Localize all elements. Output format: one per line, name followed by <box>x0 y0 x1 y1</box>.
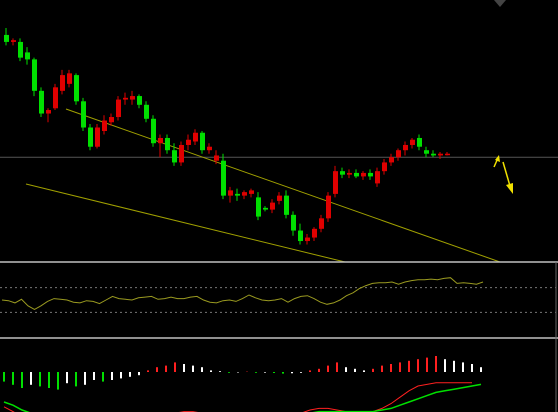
candle-body <box>347 172 352 175</box>
candle-body <box>263 207 268 210</box>
candle-body <box>333 171 338 194</box>
candle-body <box>403 144 408 151</box>
candle-body <box>39 90 44 114</box>
candle-body <box>242 192 247 196</box>
candle-body <box>445 153 450 156</box>
candle-body <box>235 193 240 196</box>
candle-body <box>158 137 163 144</box>
candle-body <box>4 34 9 42</box>
candle-body <box>144 104 149 119</box>
candle-body <box>438 153 443 156</box>
candle-body <box>277 195 282 201</box>
candle-body <box>361 172 366 177</box>
candle-body <box>368 172 373 177</box>
candle-body <box>375 171 380 184</box>
forecast-arrow-up-head <box>495 155 500 162</box>
channel-upper-line <box>65 108 501 263</box>
candle-body <box>88 127 93 147</box>
candle-body <box>179 144 184 163</box>
candle-body <box>123 97 128 100</box>
candle-body <box>172 150 177 163</box>
candle-body <box>193 132 198 142</box>
price-panel <box>0 0 558 263</box>
candle-body <box>396 150 401 158</box>
candle-body <box>354 172 359 177</box>
candle-body <box>165 137 170 151</box>
candle-body <box>389 157 394 163</box>
candle-body <box>221 160 226 196</box>
candle-body <box>214 155 219 161</box>
forecast-arrow-down <box>502 161 511 187</box>
oscillator-panel <box>0 277 556 313</box>
oscillator-line <box>1 277 484 310</box>
top-marker <box>494 0 506 7</box>
channel-lower-line <box>25 183 346 263</box>
candle-body <box>312 228 317 238</box>
candle-body <box>116 99 121 118</box>
candle-body <box>109 117 114 123</box>
candle-body <box>382 162 387 172</box>
candle-body <box>228 190 233 196</box>
candle-body <box>46 110 51 114</box>
candle-body <box>249 190 254 194</box>
candle-body <box>326 195 331 219</box>
candle-body <box>424 150 429 154</box>
candle-body <box>256 197 261 217</box>
candle-body <box>291 214 296 231</box>
candle-body <box>67 73 72 84</box>
forecast-arrow-down-head <box>506 183 513 194</box>
candle-body <box>417 137 422 147</box>
candle-body <box>186 139 191 145</box>
candle-body <box>11 40 16 42</box>
macd-panel <box>3 356 482 412</box>
candle-body <box>18 41 23 58</box>
candle-body <box>102 120 107 131</box>
forecast-arrows <box>493 155 513 194</box>
candle-body <box>74 75 79 102</box>
candle-body <box>53 87 58 109</box>
candle-body <box>81 101 86 128</box>
macd-line <box>3 382 472 412</box>
candle-body <box>298 230 303 242</box>
candle-body <box>270 202 275 210</box>
candle-body <box>200 132 205 151</box>
candle-body <box>95 127 100 147</box>
signal-line <box>3 383 482 412</box>
candle-body <box>137 96 142 105</box>
candle-body <box>207 146 212 151</box>
candle-body <box>431 153 436 156</box>
candle-body <box>25 52 30 60</box>
candle-body <box>319 218 324 229</box>
candle-body <box>410 139 415 145</box>
candle-body <box>284 195 289 215</box>
candle-body <box>32 59 37 91</box>
candle-body <box>340 171 345 175</box>
candle-body <box>60 75 65 91</box>
candle-body <box>305 237 310 242</box>
candle-body <box>130 96 135 100</box>
candle-body <box>151 118 156 144</box>
